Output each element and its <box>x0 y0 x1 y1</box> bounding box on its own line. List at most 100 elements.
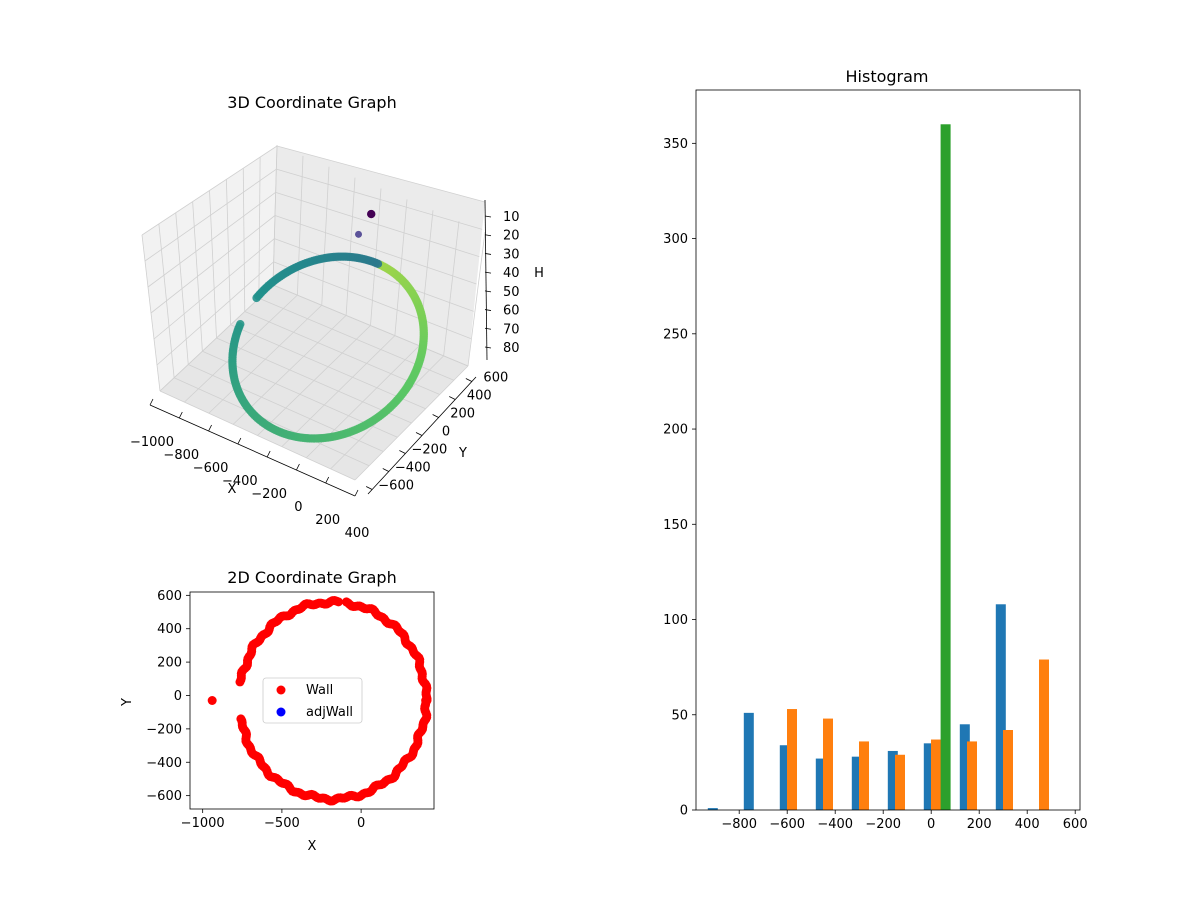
histogram-bar-s1-6 <box>923 743 934 810</box>
coord2d-points <box>207 596 432 806</box>
coord3d-ztick-mark <box>484 327 492 330</box>
coord3d-ztick-mark <box>484 309 492 311</box>
wall-point <box>235 677 245 687</box>
histogram-bar-s3-0 <box>940 124 951 811</box>
histogram-ytick-label: 200 <box>663 423 688 438</box>
histogram-y-ticks: 0 50 100 150 200 250 300 350 <box>663 137 696 819</box>
coord3d-points <box>228 209 428 443</box>
coord2d-x-ticks: −1000 −500 0 <box>181 809 365 831</box>
coord3d-xtick-label: −800 <box>163 448 199 463</box>
histogram-bar-s1-0 <box>707 808 718 810</box>
histogram-bar-s2-5 <box>967 741 977 810</box>
coord2d-ytick-label: −200 <box>146 722 182 737</box>
coord3d-ytick-label: 600 <box>483 371 508 386</box>
coord3d-xtick-label: −200 <box>251 487 287 502</box>
coord3d-ztick-mark <box>484 271 492 274</box>
coord3d-ztick-label: 50 <box>503 285 520 300</box>
coord3d-xtick-mark <box>325 476 330 484</box>
coord2d-ytick-label: 600 <box>157 589 182 604</box>
coord3d-ytick-mark <box>465 378 473 382</box>
coord2d-ytick-label: −600 <box>146 789 182 804</box>
coord3d-ztick-label: 10 <box>503 210 520 225</box>
coord3d-ytick-label: −400 <box>395 461 431 476</box>
coord3d-xtick-label: −1000 <box>130 435 174 450</box>
histogram-xtick-label: 0 <box>927 817 935 832</box>
coord3d-ylabel: Y <box>458 446 467 461</box>
legend-label-adjwall: adjWall <box>306 705 353 720</box>
histogram-bar-s1-8 <box>995 604 1006 810</box>
histogram-title: Histogram <box>846 67 929 86</box>
coord3d-xtick-mark <box>296 463 300 471</box>
legend-marker-adjwall <box>276 707 286 717</box>
coord3d-ytick-label: −600 <box>378 479 414 494</box>
histogram-chart: Histogram −800 −600 −400 −200 0 200 400 600 0 50… <box>663 67 1087 832</box>
histogram-ytick-label: 300 <box>663 232 688 247</box>
coord3d-xtick-label: −400 <box>222 474 258 489</box>
coord3d-x-ticks: −1000−800−600−400−200 0 200 400 <box>130 398 370 541</box>
histogram-bar-s1-3 <box>815 758 826 810</box>
coord3d-ztick-label: 40 <box>503 266 520 281</box>
histogram-bar-s2-0 <box>787 709 797 810</box>
coord3d-ztick-label: 20 <box>503 229 520 244</box>
histogram-bar-s1-4 <box>851 756 862 810</box>
wall-point <box>207 696 217 705</box>
histogram-bar-s1-2 <box>779 745 790 810</box>
histogram-xtick-label: −600 <box>769 817 805 832</box>
coord3d-ztick-mark <box>484 290 492 293</box>
coord2d-xtick-label: −500 <box>264 816 300 831</box>
histogram-xtick-label: 600 <box>1063 817 1088 832</box>
coord2d-ytick-label: 400 <box>157 622 182 637</box>
histogram-bar-s1-1 <box>743 712 754 810</box>
histogram-x-ticks: −800 −600 −400 −200 0 200 400 600 <box>721 810 1088 832</box>
histogram-bar-s2-2 <box>859 741 869 810</box>
coord3d-xtick-label: 400 <box>345 526 370 541</box>
coord3d-outlier-point <box>367 209 376 219</box>
histogram-bar-s2-4 <box>931 739 941 810</box>
coord3d-ytick-mark <box>432 414 439 418</box>
coord3d-xtick-mark <box>266 450 271 458</box>
coord3d-xtick-mark <box>178 411 183 419</box>
coord3d-ztick-label: 30 <box>503 247 520 262</box>
legend-marker-wall <box>276 685 286 695</box>
histogram-ytick-label: 250 <box>663 327 688 342</box>
coord3d-wall-point <box>404 380 413 389</box>
histogram-ytick-label: 150 <box>663 518 688 533</box>
coord3d-ztick-label: 80 <box>503 341 520 356</box>
coord3d-z-ticks: 10 20 30 40 50 60 70 80 <box>484 210 520 356</box>
histogram-xtick-label: 400 <box>1015 817 1040 832</box>
coord2d-ylabel: Y <box>120 698 135 707</box>
coord3d-back-pane <box>273 146 485 366</box>
coord2d-chart: 2D Coordinate Graph −1000 −500 0 −600−400−… <box>120 568 435 854</box>
coord3d-ytick-label: 0 <box>442 425 450 440</box>
coord3d-title: 3D Coordinate Graph <box>227 93 396 112</box>
coord3d-ytick-label: 200 <box>450 407 475 422</box>
histogram-bar-s1-5 <box>887 750 898 810</box>
coord3d-ytick-mark <box>399 450 406 454</box>
coord3d-xtick-label: 0 <box>294 500 302 515</box>
coord3d-ztick-mark <box>484 346 492 349</box>
coord3d-ztick-mark <box>484 253 492 255</box>
coord3d-ytick-mark <box>415 432 423 436</box>
coord3d-ytick-mark <box>365 486 373 490</box>
coord2d-legend: Wall adjWall <box>262 677 363 724</box>
coord3d-ytick-mark <box>382 468 389 472</box>
histogram-bar-s2-7 <box>1039 659 1049 810</box>
coord3d-ytick-label: 400 <box>467 389 492 404</box>
histogram-ytick-label: 350 <box>663 137 688 152</box>
coord3d-outlier-point <box>355 230 363 238</box>
histogram-xtick-label: −800 <box>721 817 757 832</box>
histogram-bar-s2-3 <box>895 754 905 810</box>
coord2d-xlabel: X <box>308 839 317 854</box>
coord2d-xtick-label: −1000 <box>181 816 225 831</box>
histogram-bars <box>707 124 1049 811</box>
legend-label-wall: Wall <box>306 683 333 698</box>
coord3d-ztick-mark <box>484 234 492 237</box>
coord3d-side-pane <box>142 146 277 391</box>
coord3d-xtick-label: −600 <box>193 461 229 476</box>
coord2d-title: 2D Coordinate Graph <box>227 568 396 587</box>
coord3d-ztick-label: 70 <box>503 322 520 337</box>
histogram-axes-frame <box>695 89 1081 811</box>
coord3d-chart: 3D Coordinate Graph −1000−800−600−400−20… <box>130 93 544 541</box>
histogram-ytick-label: 50 <box>671 708 688 723</box>
